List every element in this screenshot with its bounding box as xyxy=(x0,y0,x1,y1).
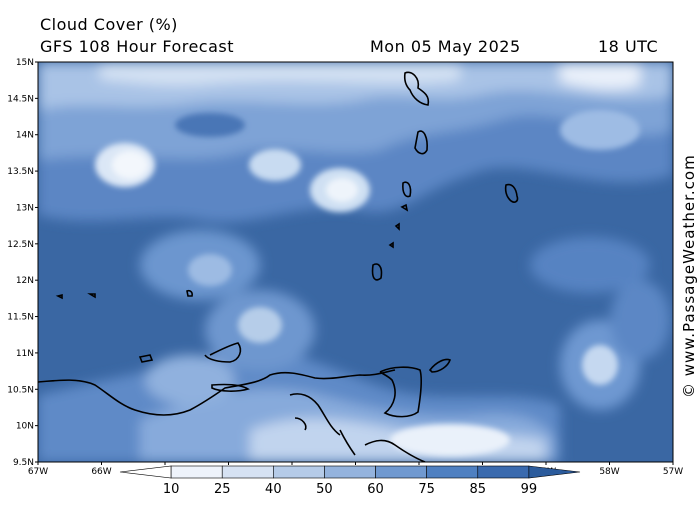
lat-label: 14.5N xyxy=(7,94,34,104)
lon-label: 57W xyxy=(663,467,683,477)
credit-text: © www.PassageWeather.com xyxy=(680,154,698,398)
lon-label: 67W xyxy=(28,467,48,477)
forecast-subtitle: GFS 108 Hour Forecast xyxy=(40,37,235,56)
colorbar-label: 10 xyxy=(163,482,180,497)
colorbar-label: 50 xyxy=(316,482,333,497)
latitude-axis: 15N 14.5N 14N 13.5N 13N 12.5N 12N 11.5N 11N 10.5N… xyxy=(7,58,38,468)
forecast-time: 18 UTC xyxy=(598,37,659,56)
colorbar-segment xyxy=(273,465,325,479)
lat-label: 10N xyxy=(16,422,34,432)
lat-label: 9.5N xyxy=(13,458,34,468)
colorbar: 10 25 40 50 60 75 85 99 xyxy=(119,465,581,497)
lat-label: 11N xyxy=(16,349,34,359)
colorbar-label: 25 xyxy=(214,482,231,497)
lat-label: 13.5N xyxy=(7,167,34,177)
lat-label: 12N xyxy=(16,276,34,286)
colorbar-label: 75 xyxy=(418,482,435,497)
colorbar-label: 40 xyxy=(265,482,282,497)
lat-label: 13N xyxy=(16,203,34,213)
map-title: Cloud Cover (%) xyxy=(40,15,178,34)
colorbar-segment xyxy=(324,465,376,479)
colorbar-segment xyxy=(528,465,581,479)
forecast-date: Mon 05 May 2025 xyxy=(370,37,521,56)
lat-label: 15N xyxy=(16,58,34,68)
lat-label: 14N xyxy=(16,131,34,141)
colorbar-segment xyxy=(375,465,427,479)
colorbar-segment xyxy=(477,465,530,479)
cloud-field xyxy=(38,62,673,462)
colorbar-segment xyxy=(426,465,479,479)
colorbar-segment xyxy=(221,465,274,479)
lon-label: 66W xyxy=(91,467,111,477)
lat-label: 10.5N xyxy=(7,385,34,395)
colorbar-label: 85 xyxy=(470,482,487,497)
lat-label: 12.5N xyxy=(7,240,34,250)
land-outlines xyxy=(38,71,519,462)
colorbar-label: 60 xyxy=(367,482,384,497)
lon-label: 58W xyxy=(599,467,619,477)
colorbar-label: 99 xyxy=(521,482,538,497)
colorbar-segment xyxy=(119,465,172,479)
lat-label: 11.5N xyxy=(7,313,34,323)
colorbar-segment xyxy=(170,465,223,479)
